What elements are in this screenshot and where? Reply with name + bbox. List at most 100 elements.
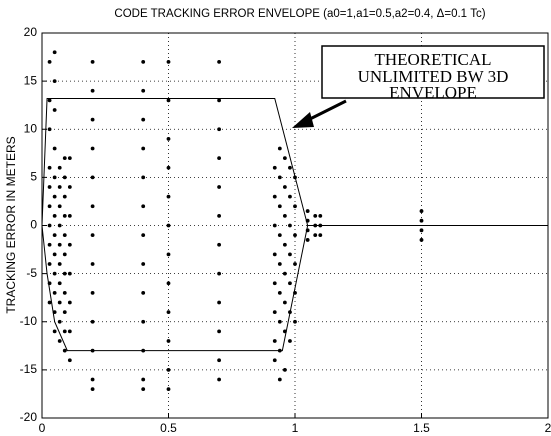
x-tick-label: 0.5 xyxy=(160,421,177,435)
data-point xyxy=(419,218,424,223)
data-point xyxy=(166,339,171,343)
data-point xyxy=(90,348,95,353)
data-point xyxy=(282,329,287,334)
data-point xyxy=(272,281,277,286)
data-point xyxy=(47,223,52,228)
data-point xyxy=(52,252,57,257)
data-point xyxy=(288,194,292,199)
data-point xyxy=(277,233,282,238)
annotation-text: THEORETICAL xyxy=(374,50,491,69)
data-point xyxy=(217,59,222,64)
data-point xyxy=(62,329,67,334)
data-point xyxy=(217,329,222,334)
x-tick-label: 1 xyxy=(292,421,299,435)
data-point xyxy=(57,339,62,343)
data-point xyxy=(90,175,95,180)
data-point xyxy=(90,290,95,295)
data-point xyxy=(277,290,282,295)
data-point xyxy=(272,194,277,199)
data-point xyxy=(52,79,57,84)
y-tick-label: 5 xyxy=(30,170,37,184)
data-point xyxy=(47,281,52,286)
data-point xyxy=(47,127,52,132)
data-point xyxy=(313,213,318,218)
x-tick-label: 1.5 xyxy=(413,421,430,435)
data-point xyxy=(282,213,287,218)
data-point xyxy=(62,213,67,218)
data-point xyxy=(90,204,95,209)
data-point xyxy=(90,59,95,64)
data-point xyxy=(277,175,282,180)
envelope-line xyxy=(41,97,548,226)
data-point xyxy=(57,281,62,286)
data-point xyxy=(305,238,310,242)
chart-title: CODE TRACKING ERROR ENVELOPE (a0=1,a1=0.… xyxy=(114,8,485,20)
data-point xyxy=(305,209,310,213)
data-point xyxy=(217,156,222,161)
data-point xyxy=(67,185,72,189)
data-point xyxy=(282,185,287,189)
data-point xyxy=(62,252,67,257)
data-point xyxy=(47,185,52,189)
annotation-arrowhead xyxy=(292,112,314,128)
data-point xyxy=(90,319,95,324)
data-point xyxy=(62,310,67,315)
data-point xyxy=(272,165,277,170)
data-point xyxy=(67,213,72,218)
data-point xyxy=(90,233,95,238)
data-point xyxy=(52,175,57,180)
y-tick-label: 10 xyxy=(24,121,38,135)
data-point xyxy=(166,310,171,315)
y-tick-label: -5 xyxy=(26,266,37,280)
data-point xyxy=(90,146,95,151)
data-point xyxy=(217,127,222,132)
data-point xyxy=(318,233,323,238)
y-tick-label: -20 xyxy=(20,410,38,424)
data-point xyxy=(47,98,52,103)
data-point xyxy=(282,156,287,161)
y-tick-label: 20 xyxy=(24,25,38,39)
x-tick-label: 2 xyxy=(545,421,551,435)
data-point xyxy=(293,204,297,209)
data-point xyxy=(57,185,62,189)
data-point xyxy=(57,223,62,228)
data-point xyxy=(288,310,292,315)
data-point xyxy=(288,252,292,257)
data-point xyxy=(52,108,57,112)
data-point xyxy=(52,213,57,218)
data-point xyxy=(282,300,287,305)
data-point xyxy=(272,339,277,343)
data-point xyxy=(277,262,282,266)
data-point xyxy=(217,300,222,305)
data-point xyxy=(67,271,72,276)
data-point xyxy=(318,213,323,218)
data-point xyxy=(272,223,277,228)
envelope-line xyxy=(41,225,309,352)
data-point xyxy=(47,59,52,64)
data-point xyxy=(141,117,146,122)
data-point xyxy=(57,262,62,266)
data-point xyxy=(166,98,171,103)
data-point xyxy=(313,233,318,238)
data-point xyxy=(47,262,52,266)
y-tick-label: -15 xyxy=(20,362,38,376)
data-point xyxy=(288,281,292,286)
data-point xyxy=(419,209,424,213)
annotation-box xyxy=(321,45,545,99)
data-point xyxy=(141,262,146,266)
data-point xyxy=(217,242,222,247)
data-point xyxy=(141,348,146,353)
data-point xyxy=(52,50,57,55)
data-point xyxy=(293,262,297,266)
data-point xyxy=(293,319,297,324)
data-point xyxy=(141,88,146,93)
data-point xyxy=(282,271,287,276)
data-point xyxy=(293,233,297,238)
data-point xyxy=(166,136,171,141)
data-point xyxy=(141,204,146,209)
data-point xyxy=(62,194,67,199)
data-point xyxy=(67,358,72,363)
data-point xyxy=(272,310,277,315)
data-point xyxy=(57,204,62,209)
